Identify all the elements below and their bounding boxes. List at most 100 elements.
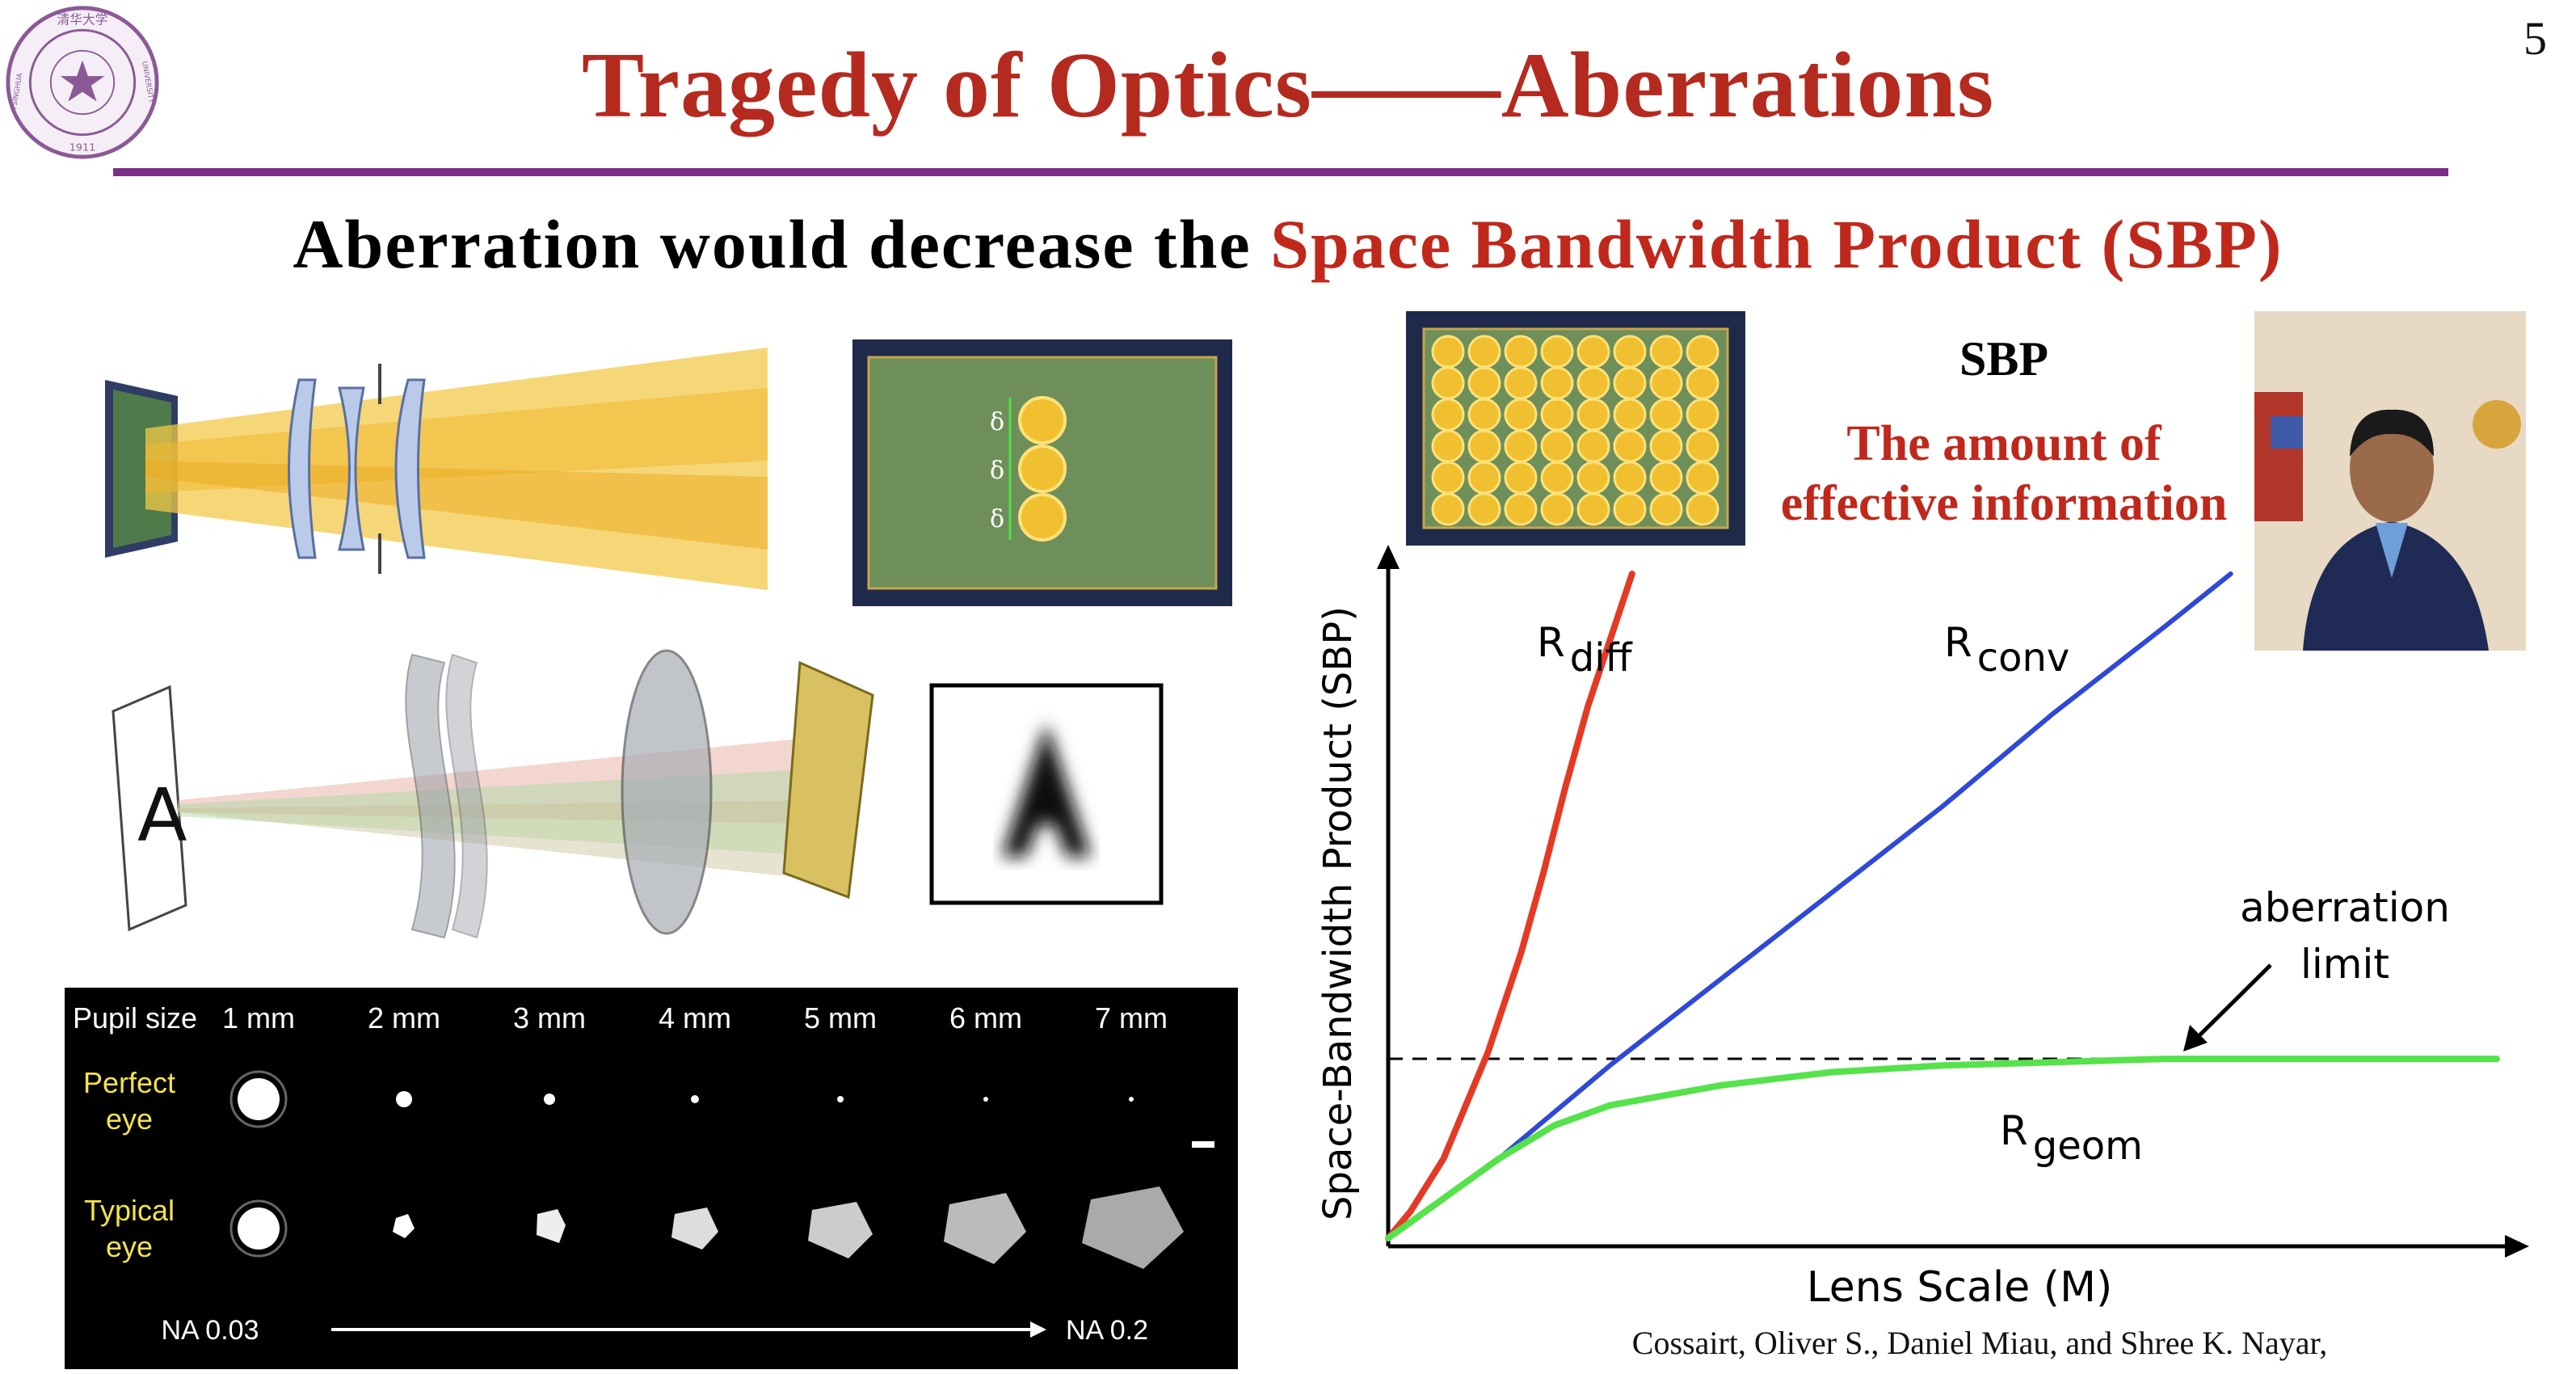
perfect-psf-spot bbox=[983, 1097, 988, 1102]
pupil-size-label: Pupil size bbox=[73, 1001, 197, 1035]
page-number: 5 bbox=[2523, 12, 2547, 65]
spot-circle bbox=[1540, 335, 1574, 369]
spot-circle bbox=[1576, 398, 1610, 432]
pupil-size-value: 6 mm bbox=[949, 1001, 1022, 1035]
spot-circle bbox=[1649, 429, 1683, 463]
spot-circle bbox=[1504, 461, 1538, 495]
university-logo: 清华大学 TSINGHUA UNIVERSITY 1911 bbox=[6, 6, 159, 159]
logo-year-text: 1911 bbox=[69, 141, 95, 154]
spot-circle bbox=[1613, 492, 1647, 526]
blurred-letter bbox=[1002, 723, 1091, 857]
aberration-limit-annotation-line2: limit bbox=[2300, 941, 2389, 988]
wavefront-distortion bbox=[445, 653, 488, 939]
lens-element-1 bbox=[288, 378, 317, 559]
pupil-size-value: 5 mm bbox=[804, 1001, 877, 1035]
typical-psf-ring bbox=[229, 1199, 288, 1258]
row-label-typical: eye bbox=[106, 1230, 153, 1263]
y-axis-label: Space-Bandwidth Product (SBP) bbox=[1315, 606, 1361, 1220]
spot-circle bbox=[1431, 461, 1465, 495]
spot-circle bbox=[1540, 366, 1574, 400]
spot-circle bbox=[1540, 429, 1574, 463]
spot-circle bbox=[1576, 335, 1610, 369]
typical-psf-spot bbox=[238, 1208, 280, 1250]
spot-circle bbox=[1613, 398, 1647, 432]
spot-circle bbox=[1431, 398, 1465, 432]
spot-circle bbox=[1467, 461, 1501, 495]
person-hair bbox=[2350, 409, 2434, 457]
spot-circle bbox=[1540, 461, 1574, 495]
annotation-arrow-line bbox=[2192, 963, 2272, 1043]
photo-artwork bbox=[2254, 392, 2303, 521]
object-card bbox=[112, 685, 187, 932]
spot-circle bbox=[1686, 461, 1719, 495]
spot-circle bbox=[1576, 492, 1610, 526]
logo-chinese-text: 清华大学 bbox=[57, 11, 108, 27]
spot-circle bbox=[1613, 429, 1647, 463]
spot-circle bbox=[1540, 492, 1574, 526]
sensor-area bbox=[1422, 327, 1729, 529]
typical-psf-spot bbox=[671, 1208, 718, 1250]
person-shirt bbox=[2376, 523, 2408, 578]
spot-circle bbox=[1018, 493, 1067, 542]
sbp-description-line2: effective information bbox=[1780, 476, 2228, 531]
dense-sensor-diagram bbox=[1406, 311, 1745, 546]
spot-circle bbox=[1431, 492, 1465, 526]
person-suit bbox=[2303, 521, 2489, 651]
typical-psf-spot bbox=[808, 1202, 873, 1258]
spot-circle bbox=[1649, 492, 1683, 526]
perfect-psf-ring bbox=[229, 1070, 288, 1128]
spot-circle bbox=[1467, 366, 1501, 400]
wavefront-distortion bbox=[405, 653, 456, 939]
pupil-size-value: 7 mm bbox=[1095, 1001, 1168, 1035]
pupil-size-value: 4 mm bbox=[659, 1001, 731, 1035]
spot-circle bbox=[1504, 492, 1538, 526]
typical-psf-spot bbox=[537, 1209, 566, 1243]
sbp-description: The amount of effective information bbox=[1729, 414, 2279, 533]
subtitle-prefix: Aberration would decrease the bbox=[293, 205, 1271, 283]
spot-circle bbox=[1686, 335, 1719, 369]
spot-circle bbox=[1431, 429, 1465, 463]
spot-circle bbox=[1018, 445, 1067, 493]
lens-element-2 bbox=[338, 386, 365, 551]
pupil-size-value: 2 mm bbox=[368, 1001, 440, 1035]
perfect-psf-spot bbox=[1129, 1097, 1134, 1102]
na-start-label: NA 0.03 bbox=[162, 1315, 259, 1346]
y-axis-arrow bbox=[1377, 545, 1400, 569]
annotation-arrow-head bbox=[2183, 1025, 2208, 1052]
portrait-photo bbox=[2254, 311, 2526, 651]
spot-circle bbox=[1576, 461, 1610, 495]
lens-ray-diagram bbox=[105, 348, 768, 590]
spot-circle bbox=[1576, 429, 1610, 463]
spot-circle bbox=[1467, 398, 1501, 432]
x-axis-arrow bbox=[2505, 1235, 2529, 1258]
person-face bbox=[2350, 415, 2434, 522]
blurred-image-box bbox=[929, 683, 1164, 905]
psf-background bbox=[65, 988, 1238, 1369]
sensor-spots-diagram: δ δ δ bbox=[852, 339, 1232, 606]
spot-circle bbox=[1686, 366, 1719, 400]
spot-circle bbox=[1686, 429, 1719, 463]
object-letter: A bbox=[137, 773, 187, 858]
lens-element-3 bbox=[394, 378, 426, 559]
slide-subtitle: Aberration would decrease the Space Band… bbox=[0, 204, 2576, 284]
spot-circle bbox=[1649, 398, 1683, 432]
imaging-lens bbox=[621, 649, 713, 935]
spot-circle bbox=[1576, 366, 1610, 400]
spot-circle bbox=[1613, 461, 1647, 495]
typical-psf-spot bbox=[393, 1214, 415, 1238]
spot-circle bbox=[1467, 429, 1501, 463]
perfect-psf-spot bbox=[837, 1096, 844, 1102]
ray-cone-tan bbox=[178, 800, 832, 881]
photo-artwork bbox=[2271, 416, 2303, 449]
spot-circle bbox=[1613, 366, 1647, 400]
series-line-r-geom bbox=[1385, 1056, 2500, 1241]
aberrated-imaging-diagram: A bbox=[112, 649, 874, 939]
perfect-psf-spot bbox=[238, 1078, 280, 1120]
spot-circle bbox=[1504, 398, 1538, 432]
delta-label: δ bbox=[990, 505, 1004, 533]
sbp-heading: SBP bbox=[1959, 332, 2049, 386]
citation: Cossairt, Oliver S., Daniel Miau, and Sh… bbox=[1631, 1325, 2328, 1361]
